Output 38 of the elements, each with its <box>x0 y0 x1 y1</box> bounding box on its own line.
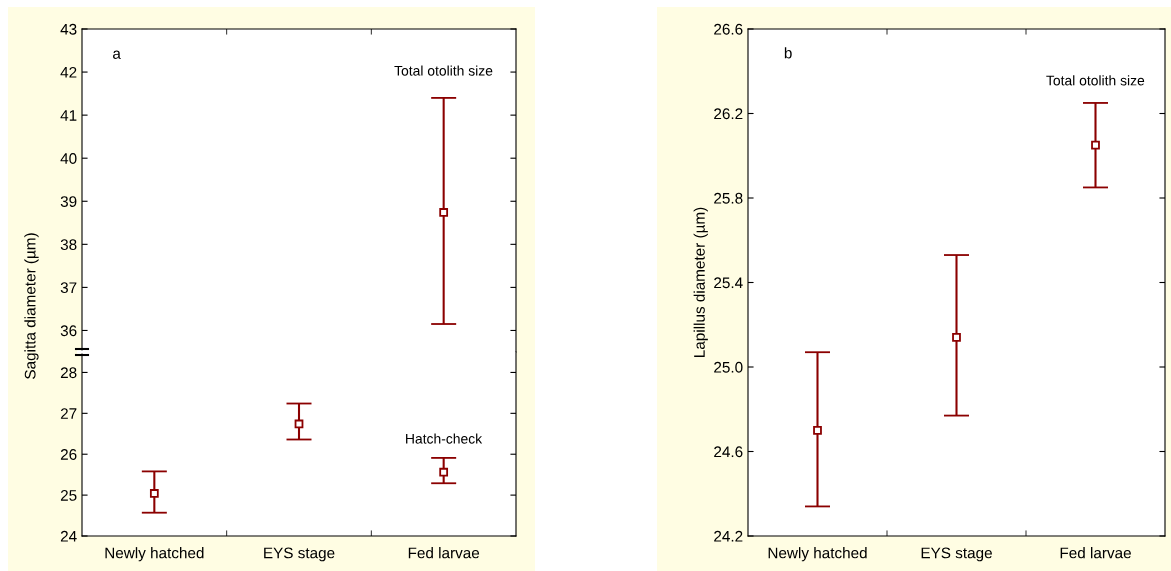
point <box>952 333 961 342</box>
y-tick-label: 41 <box>60 110 77 121</box>
x-tick-label: Newly hatched <box>768 547 867 562</box>
x-tick-label: EYS stage <box>264 547 335 562</box>
y-tick-label: 25.8 <box>714 192 743 204</box>
y-tick-label: 26.6 <box>714 23 743 35</box>
point <box>813 425 822 435</box>
y-tick-label: 26.2 <box>714 108 743 120</box>
point <box>1091 140 1100 150</box>
x-tick-label: Fed larvae <box>408 547 480 559</box>
y-tick-label: 26 <box>60 449 77 460</box>
x-tick-label: Newly hatched <box>105 547 204 562</box>
annotation: Total otolith size <box>394 65 493 76</box>
y-tick-label: 37 <box>60 282 77 294</box>
y-tick-label: 24 <box>60 530 77 542</box>
point <box>149 489 159 498</box>
point <box>439 467 449 477</box>
y-tick-label: 25 <box>60 489 77 501</box>
y-tick-label: 24.6 <box>714 446 743 458</box>
x-tick-label: EYS stage <box>921 547 992 562</box>
y-tick-label: 38 <box>60 239 77 251</box>
y-tick-label: 24.2 <box>714 530 743 542</box>
y-tick-label: 40 <box>60 153 77 164</box>
y-tick-label: 43 <box>60 23 77 35</box>
y-tick-label: 27 <box>60 408 77 419</box>
y-tick-label: 42 <box>60 66 77 78</box>
y-tick-label: 25.4 <box>714 277 743 289</box>
y-tick-label: 28 <box>60 367 77 379</box>
annotation: a <box>113 50 121 59</box>
annotation: Total otolith size <box>1046 75 1145 86</box>
y-tick-label: 39 <box>60 196 77 207</box>
y-axis-title: Lapillus diameter (µm) <box>693 207 708 357</box>
y-tick-label: 25.0 <box>714 361 743 373</box>
x-tick-label: Fed larvae <box>1060 547 1131 559</box>
y-tick-label: 36 <box>60 325 77 337</box>
annotation: Hatch-check <box>406 433 483 444</box>
y-axis-title: Sagitta diameter (µm) <box>24 233 39 379</box>
annotation: b <box>784 47 792 59</box>
